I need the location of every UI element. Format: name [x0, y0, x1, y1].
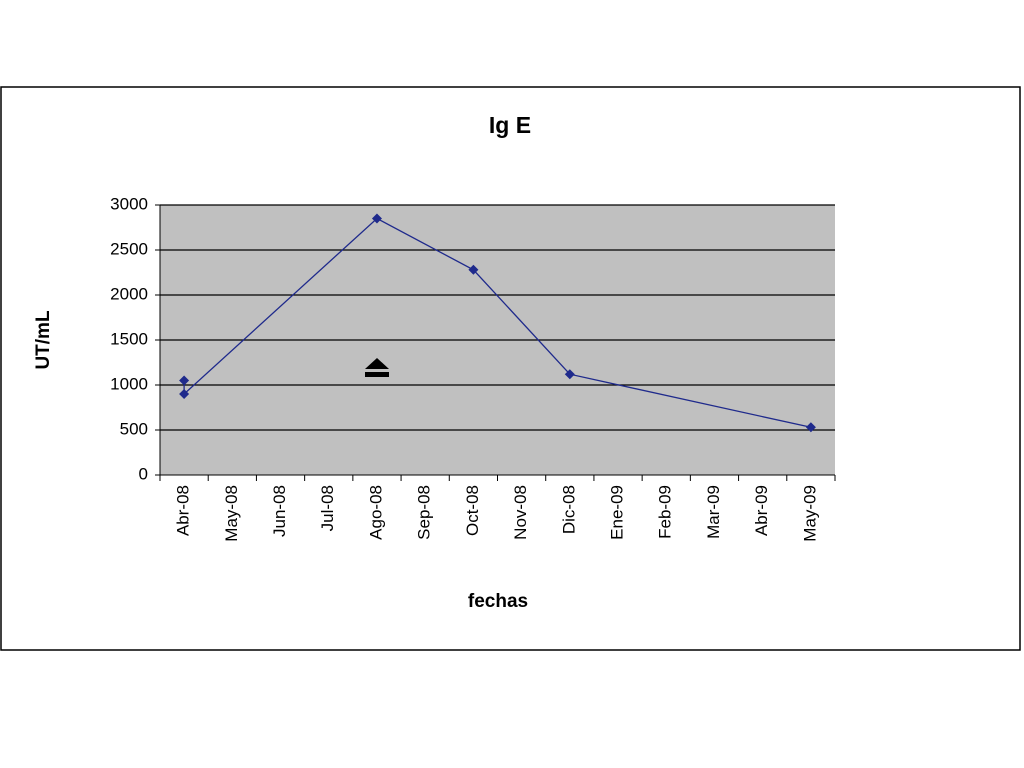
- x-tick-label: Sep-08: [415, 485, 434, 540]
- x-tick-label: Dic-08: [559, 485, 578, 534]
- y-tick-label: 1500: [110, 329, 148, 348]
- data-point: [564, 369, 575, 380]
- data-point: [179, 389, 190, 399]
- data-point: [179, 375, 190, 386]
- x-tick-label: Ene-09: [608, 485, 627, 540]
- y-axis-label: UT/mL: [33, 310, 54, 370]
- x-axis-label: fechas: [468, 591, 528, 612]
- y-tick-label: 2000: [110, 284, 148, 303]
- y-tick-label: 3000: [110, 194, 148, 213]
- data-point: [468, 264, 479, 275]
- x-tick-label: Jun-08: [270, 485, 289, 537]
- x-tick-label: Feb-09: [656, 485, 675, 539]
- y-tick-label: 0: [139, 464, 148, 483]
- x-tick-label: Mar-09: [704, 485, 723, 539]
- data-point: [805, 422, 816, 433]
- y-tick-label: 2500: [110, 239, 148, 258]
- eject-icon: [365, 358, 389, 377]
- x-tick-label: Nov-08: [511, 485, 530, 540]
- data-point: [371, 213, 382, 224]
- x-tick-label: May-08: [222, 485, 241, 542]
- x-tick-label: Jul-08: [318, 485, 337, 531]
- x-tick-label: Oct-08: [463, 485, 482, 536]
- x-tick-label: Abr-09: [752, 485, 771, 536]
- y-tick-label: 1000: [110, 374, 148, 393]
- x-tick-label: Ago-08: [366, 485, 385, 540]
- y-tick-label: 500: [120, 419, 148, 438]
- x-tick-label: Abr-08: [174, 485, 193, 536]
- x-tick-label: May-09: [800, 485, 819, 542]
- chart-title: Ig E: [489, 112, 531, 138]
